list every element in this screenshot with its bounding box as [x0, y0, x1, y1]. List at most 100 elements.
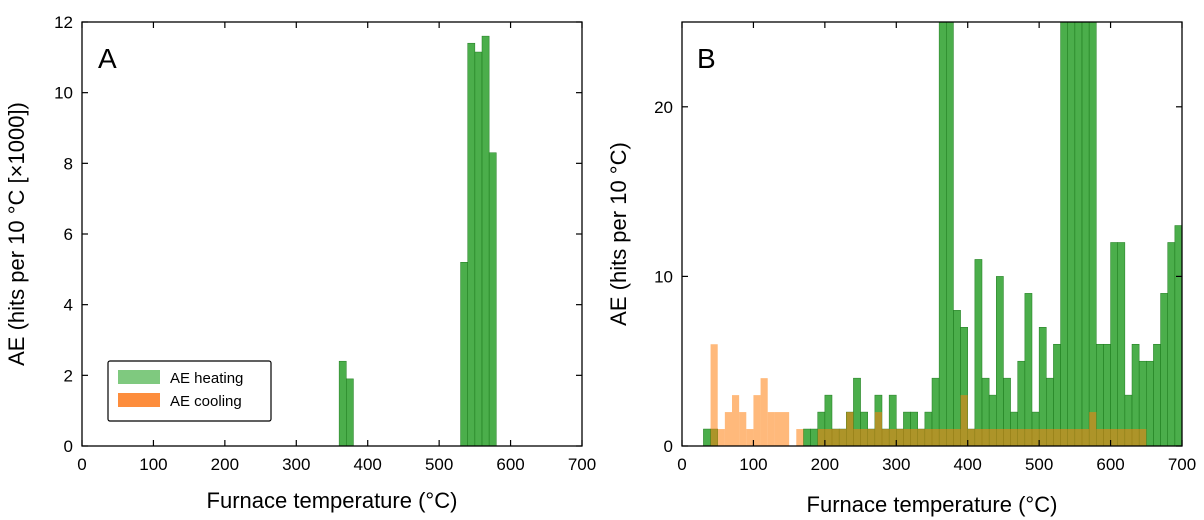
panel-b-bar-ae-heating-575 — [1088, 21, 1097, 447]
panel-b-bar-ae-cooling-485 — [1024, 429, 1032, 446]
panel-a-x-tick-label-300: 300 — [282, 455, 310, 474]
panel-b-bar-ae-cooling-585 — [1096, 429, 1104, 446]
legend-label-ae-heating: AE heating — [170, 370, 243, 387]
panel-b-bar-ae-cooling-275 — [874, 412, 882, 446]
panel-b-bar-ae-cooling-105 — [753, 395, 761, 446]
panel-a-legend: AE heating AE cooling — [107, 360, 272, 422]
panel-b-y-tick-label-0: 0 — [664, 437, 673, 456]
panel-b-bar-ae-heating-365 — [938, 21, 947, 447]
panel-a-y-tick-label-10: 10 — [54, 84, 73, 103]
panel-b-ticks: 0 100 200 300 400 500 600 700 0 10 20 — [654, 22, 1196, 474]
panel-a-bar-ae-heating-555 — [474, 51, 483, 447]
panel-b-bars — [703, 21, 1183, 447]
panel-a-y-tick-label-6: 6 — [64, 225, 73, 244]
panel-b-x-axis-title: Furnace temperature (°C) — [807, 492, 1058, 517]
panel-a-x-tick-label-700: 700 — [568, 455, 596, 474]
panel-b-bar-ae-cooling-45 — [710, 344, 718, 446]
panel-a-x-tick-label-100: 100 — [139, 455, 167, 474]
panel-b-bar-ae-heating-505 — [1038, 327, 1047, 447]
panel-a-x-tick-label-200: 200 — [211, 455, 239, 474]
panel-b-bar-ae-cooling-55 — [717, 429, 725, 446]
panel-a-y-axis-title: AE (hits per 10 °C [×1000]) — [4, 102, 29, 366]
panel-b-bar-ae-cooling-425 — [982, 429, 990, 446]
panel-b-bar-ae-cooling-235 — [846, 412, 854, 446]
panel-a-x-axis-title: Furnace temperature (°C) — [207, 488, 458, 513]
panel-b-bar-ae-cooling-405 — [967, 429, 975, 446]
panel-b-bar-ae-cooling-135 — [774, 412, 782, 446]
legend-swatch-ae-cooling — [118, 393, 160, 407]
panel-b-bar-ae-cooling-505 — [1039, 429, 1047, 446]
panel-b-bar-ae-cooling-465 — [1010, 429, 1018, 446]
panel-b-bar-ae-heating-565 — [1081, 21, 1090, 447]
panel-b-y-tick-label-10: 10 — [654, 267, 673, 286]
panel-b-bar-ae-cooling-335 — [917, 429, 925, 446]
panel-b-bar-ae-cooling-145 — [782, 412, 790, 446]
panel-b-bar-ae-heating-675 — [1160, 293, 1168, 447]
panel-b-bar-ae-heating-695 — [1174, 225, 1183, 447]
panel-b-bar-ae-cooling-435 — [989, 429, 997, 446]
panel-b-bar-ae-cooling-475 — [1017, 429, 1025, 446]
panel-b-bar-ae-heating-655 — [1146, 360, 1154, 447]
panel-a-y-tick-label-2: 2 — [64, 366, 73, 385]
panel-b-bar-ae-heating-685 — [1167, 242, 1176, 447]
panel-b-plot-frame — [681, 21, 1183, 447]
panel-a-bar-ae-heating-375 — [346, 378, 354, 447]
panel-b-bar-ae-heating-415 — [974, 259, 983, 447]
panel-b-bar-ae-cooling-255 — [860, 429, 868, 446]
panel-b-bar-ae-cooling-525 — [1053, 429, 1061, 446]
panel-b-bar-ae-cooling-535 — [1060, 429, 1068, 446]
panel-a-y-tick-label-8: 8 — [64, 154, 73, 173]
panel-b-y-axis-title: AE (hits per 10 °C) — [606, 142, 631, 326]
panel-b-bar-ae-cooling-645 — [1139, 429, 1147, 446]
panel-b-bar-ae-cooling-295 — [889, 429, 897, 446]
panel-b-bar-ae-heating-35 — [703, 428, 711, 447]
panel-b-bar-ae-cooling-565 — [1082, 429, 1090, 446]
panel-b-bar-ae-cooling-515 — [1046, 429, 1054, 446]
panel-b-bar-ae-heating-385 — [953, 310, 961, 447]
panel-a-bars — [338, 35, 497, 447]
panel-b-bar-ae-cooling-115 — [760, 378, 768, 446]
panel-b-bar-ae-cooling-395 — [960, 395, 968, 446]
panel-b-bar-ae-cooling-615 — [1117, 429, 1125, 446]
panel-b-bar-ae-cooling-85 — [739, 412, 747, 446]
panel-b-bar-ae-heating-445 — [996, 276, 1004, 447]
panel-b-y-tick-label-20: 20 — [654, 98, 673, 117]
panel-b-bar-ae-cooling-75 — [732, 395, 740, 446]
panel-b-label: B — [697, 43, 716, 74]
panel-b-bar-ae-cooling-345 — [924, 429, 932, 446]
panel-b-chart: 0 100 200 300 400 500 600 700 0 10 20 B Furnace te… — [606, 21, 1196, 517]
panel-a-x-tick-label-600: 600 — [496, 455, 524, 474]
panel-a-x-tick-label-0: 0 — [77, 455, 86, 474]
panel-b-bar-ae-heating-615 — [1117, 242, 1126, 447]
panel-b-bar-ae-cooling-595 — [1103, 429, 1111, 446]
panel-a-y-tick-label-0: 0 — [64, 437, 73, 456]
panel-b-x-tick-label-600: 600 — [1096, 455, 1124, 474]
panel-b-bar-ae-cooling-165 — [796, 429, 804, 446]
panel-b-bar-ae-heating-605 — [1110, 242, 1118, 447]
panel-b-x-tick-label-700: 700 — [1168, 455, 1196, 474]
panel-a-chart: 0 100 200 300 400 500 600 700 0 2 4 6 8 10 12 A Furnac… — [4, 13, 596, 513]
panel-b-bar-ae-heating-485 — [1024, 293, 1033, 447]
panel-a-y-tick-label-4: 4 — [64, 296, 73, 315]
panel-b-bar-ae-cooling-125 — [767, 412, 775, 446]
panel-a-bar-ae-heating-365 — [338, 360, 347, 447]
panel-b-bar-ae-cooling-365 — [939, 429, 947, 446]
panel-b-bar-ae-cooling-455 — [1003, 429, 1011, 446]
panel-b-bar-ae-cooling-245 — [853, 429, 861, 446]
panel-b-bar-ae-cooling-325 — [910, 429, 918, 446]
panel-b-bar-ae-cooling-355 — [932, 429, 940, 446]
panel-a-bar-ae-heating-565 — [481, 35, 490, 447]
panel-b-bar-ae-cooling-575 — [1089, 412, 1097, 446]
panel-b-bar-ae-cooling-495 — [1032, 429, 1040, 446]
panel-b-bar-ae-heating-375 — [946, 21, 954, 447]
panel-b-bar-ae-cooling-225 — [839, 429, 847, 446]
panel-b-bar-ae-heating-545 — [1067, 21, 1076, 447]
panel-b-bar-ae-cooling-205 — [824, 429, 832, 446]
panel-a-label: A — [98, 43, 117, 74]
panel-a-ticks: 0 100 200 300 400 500 600 700 0 2 4 6 8 10 12 — [54, 13, 596, 474]
panel-b-bar-ae-cooling-555 — [1074, 429, 1082, 446]
panel-b-bar-ae-cooling-215 — [832, 429, 840, 446]
panel-a-bar-ae-heating-575 — [488, 152, 497, 447]
panel-b-bar-ae-heating-665 — [1153, 343, 1161, 447]
